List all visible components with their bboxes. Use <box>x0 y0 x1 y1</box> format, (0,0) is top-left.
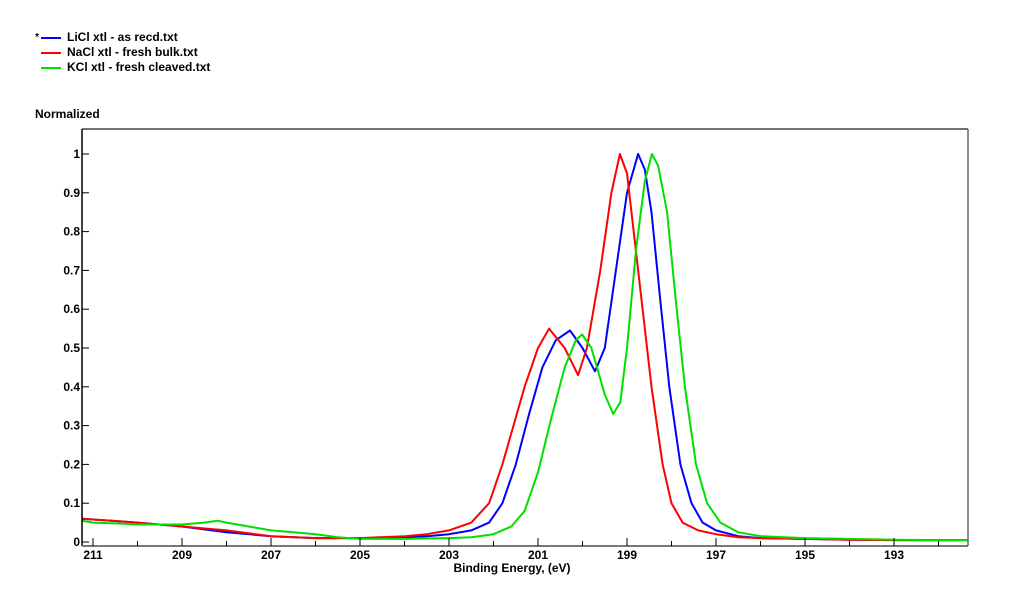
x-tick-label: 201 <box>528 548 548 562</box>
y-axis-label: Normalized <box>35 107 100 121</box>
legend-label-licl: LiCl xtl - as recd.txt <box>67 30 178 44</box>
y-tick-label: 0.5 <box>63 341 80 355</box>
x-tick-label: 193 <box>884 548 904 562</box>
legend-swatch-kcl <box>41 66 61 69</box>
y-tick-label: 0.4 <box>63 380 80 394</box>
legend-label-kcl: KCl xtl - fresh cleaved.txt <box>67 60 211 74</box>
x-tick-label: 209 <box>172 548 192 562</box>
legend-item-kcl: KCl xtl - fresh cleaved.txt <box>30 60 210 75</box>
y-tick-label: 0.7 <box>63 263 80 277</box>
series-line-0 <box>82 153 968 542</box>
y-tick-label: 0 <box>73 535 80 549</box>
y-tick-label: 0.2 <box>63 457 80 471</box>
series-line-2 <box>82 153 968 542</box>
legend-swatch-licl <box>41 36 61 39</box>
axes-layer: 0 0.1 0.2 0.3 0.4 0.5 0.6 0.7 0.8 0.9 1 211 209 207 20… <box>63 128 969 562</box>
y-tick-label: 0.1 <box>63 496 80 510</box>
x-tick-label: 199 <box>617 548 637 562</box>
legend-item-nacl: NaCl xtl - fresh bulk.txt <box>30 45 210 60</box>
legend-label-nacl: NaCl xtl - fresh bulk.txt <box>67 45 198 59</box>
x-tick-label: 197 <box>706 548 726 562</box>
y-tick-label: 0.8 <box>63 225 80 239</box>
x-tick-label: 205 <box>350 548 370 562</box>
series-layer <box>82 153 968 542</box>
series-line-1 <box>82 153 968 542</box>
active-series-marker: * <box>35 32 39 43</box>
legend-swatch-nacl <box>41 51 61 54</box>
x-tick-label: 195 <box>795 548 815 562</box>
y-tick-label: 0.3 <box>63 419 80 433</box>
x-tick-label: 203 <box>439 548 459 562</box>
x-tick-label: 207 <box>261 548 281 562</box>
legend-item-licl: * LiCl xtl - as recd.txt <box>30 30 210 45</box>
y-tick-label: 0.9 <box>63 186 80 200</box>
x-tick-label: 211 <box>83 548 103 562</box>
x-axis-label: Binding Energy, (eV) <box>453 561 571 575</box>
y-tick-label: 1 <box>73 147 80 161</box>
y-tick-label: 0.6 <box>63 302 80 316</box>
chart-legend: * LiCl xtl - as recd.txt NaCl xtl - fres… <box>30 30 210 75</box>
